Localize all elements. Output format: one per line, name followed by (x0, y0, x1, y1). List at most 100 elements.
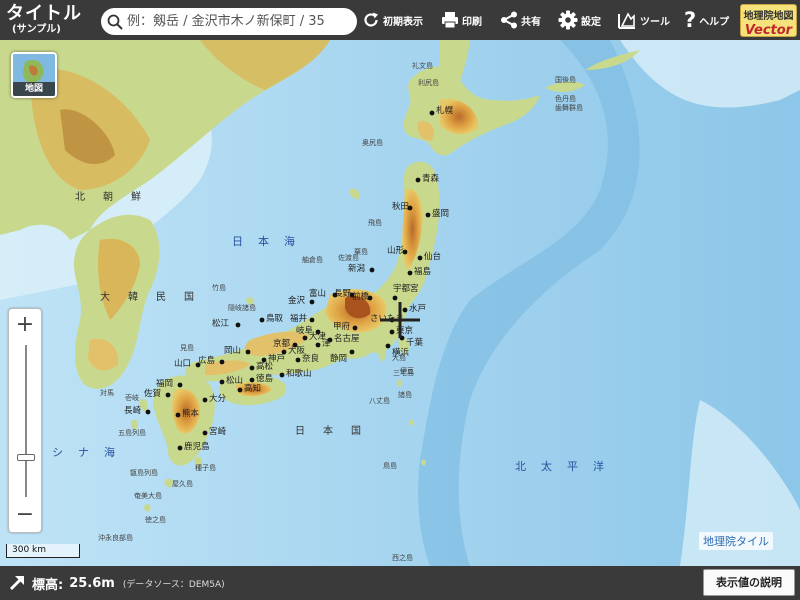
print-label: 印刷 (462, 16, 482, 28)
city-dot (245, 349, 251, 355)
region-label-south-korea: 大 韓 民 国 (100, 290, 198, 303)
island-label: 種子島 (195, 463, 216, 472)
island-label: 利尻島 (418, 78, 439, 87)
sea-label-east-china: シ ナ 海 (52, 445, 117, 459)
city-dot (349, 292, 355, 298)
gear-icon (558, 10, 578, 30)
city-dot (202, 430, 208, 436)
island-label: 飛島 (368, 218, 382, 227)
city-dot (392, 295, 398, 301)
island-label: 諸島 (398, 390, 412, 399)
city-label: 水戸 (409, 303, 426, 314)
city-label: 山口 (174, 358, 191, 369)
reload-icon (364, 12, 378, 27)
title-block[interactable]: タイトル (サンプル) (0, 5, 98, 35)
city-dot (145, 409, 151, 415)
city-dot (402, 249, 408, 255)
city-dot (295, 357, 301, 363)
tools-button[interactable]: ツール (617, 0, 670, 40)
city-dot (177, 382, 183, 388)
city-label: 秋田 (392, 201, 409, 212)
footer-bar: 標高: 25.6m (データソース：DEM5A) 表示値の説明 (0, 566, 800, 600)
header-bar: タイトル (サンプル) 初期表示 印刷 共有 (0, 0, 800, 40)
city-dot (235, 322, 241, 328)
island-label: 舳倉島 (302, 255, 323, 264)
help-button[interactable]: ? ヘルプ (684, 0, 729, 40)
city-label: 熊本 (182, 408, 200, 419)
island-label: 屋久島 (172, 479, 193, 488)
city-dot (249, 377, 255, 383)
city-dot (389, 329, 395, 335)
island-label: 奥尻島 (362, 138, 383, 147)
home-view-label: 初期表示 (383, 16, 423, 28)
center-crosshair-icon (380, 302, 420, 338)
zoom-slider-track[interactable] (25, 345, 27, 497)
region-label-japan: 日 本 国 (295, 424, 365, 437)
sea-label-japan-sea: 日 本 海 (232, 234, 297, 248)
zoom-in-button[interactable]: + (15, 312, 35, 337)
city-dot (195, 362, 201, 368)
city-label: 甲府 (333, 321, 351, 332)
elevation-label: 標高: (32, 577, 64, 593)
island-label: 伊豆 (400, 366, 414, 375)
city-dot (417, 255, 423, 261)
basemap-selector-button[interactable]: 地図 (11, 52, 57, 98)
city-dot (249, 365, 255, 371)
city-label: 宇都宮 (393, 283, 419, 294)
city-dot (175, 412, 181, 418)
region-label-north-korea: 北 朝 鮮 (75, 190, 145, 203)
zoom-slider-thumb[interactable] (17, 454, 35, 462)
city-label: 東京 (396, 325, 413, 336)
city-label: 仙台 (424, 251, 441, 262)
search-input[interactable] (127, 14, 347, 29)
logo-title: 地理院地図 (743, 11, 794, 22)
sea-label-pacific: 北 太 平 洋 (515, 459, 606, 473)
explain-values-button[interactable]: 表示値の説明 (703, 569, 795, 596)
city-dot (292, 342, 298, 348)
city-label: 広島 (198, 355, 216, 366)
city-dot (367, 295, 373, 301)
zoom-out-button[interactable]: − (15, 502, 35, 527)
print-button[interactable]: 印刷 (441, 0, 482, 40)
city-dot (332, 292, 338, 298)
city-label: 新潟 (348, 263, 366, 274)
island-label: 西之島 (392, 553, 413, 562)
island-label: 礼文島 (412, 61, 433, 70)
elevation-source: (データソース：DEM5A) (122, 579, 225, 590)
city-dot (352, 325, 358, 331)
island-label: 国後島 (555, 75, 576, 84)
city-dot (219, 359, 225, 365)
search-box (101, 8, 357, 35)
island-label: 粟島 (354, 247, 368, 256)
map-attribution[interactable]: 地理院タイル (699, 532, 773, 550)
printer-icon (442, 12, 458, 29)
map-canvas[interactable]: 日 本 海 北 太 平 洋 シ ナ 海 北 朝 鮮 大 韓 民 国 日 本 国 … (0, 40, 800, 566)
city-label: 高知 (244, 383, 261, 394)
city-label: 岡山 (224, 345, 241, 356)
city-label: 福井 (290, 313, 307, 324)
city-label: 鹿児島 (184, 441, 210, 452)
city-label: 高松 (256, 361, 274, 372)
city-layer: 札幌青森秋田盛岡山形仙台福島新潟宇都宮水戸前橋長野富山金沢福井甲府さいたま東京千… (124, 105, 454, 452)
home-view-button[interactable]: 初期表示 (362, 0, 423, 40)
city-label: 長野 (334, 289, 352, 299)
city-label: 宮崎 (209, 426, 227, 437)
city-label: 徳島 (256, 373, 274, 384)
island-label: 徳之島 (145, 515, 166, 524)
island-label: 奄美大島 (134, 491, 162, 500)
island-label: 壱岐 (125, 393, 139, 402)
city-dot (349, 349, 355, 355)
basemap-label: 地図 (13, 82, 55, 96)
city-label: 和歌山 (286, 368, 312, 379)
city-dot (402, 307, 408, 313)
city-label: 京都 (273, 338, 291, 349)
island-label: 大島 (392, 353, 406, 362)
city-dot (369, 267, 375, 273)
settings-button[interactable]: 設定 (558, 0, 601, 40)
share-button[interactable]: 共有 (500, 0, 541, 40)
logo-vector: Vector (744, 23, 793, 38)
expand-arrow-icon[interactable] (8, 574, 26, 592)
page-subtitle: (サンプル) (12, 24, 61, 35)
gsi-vector-logo[interactable]: 地理院地図 Vector (740, 4, 797, 38)
